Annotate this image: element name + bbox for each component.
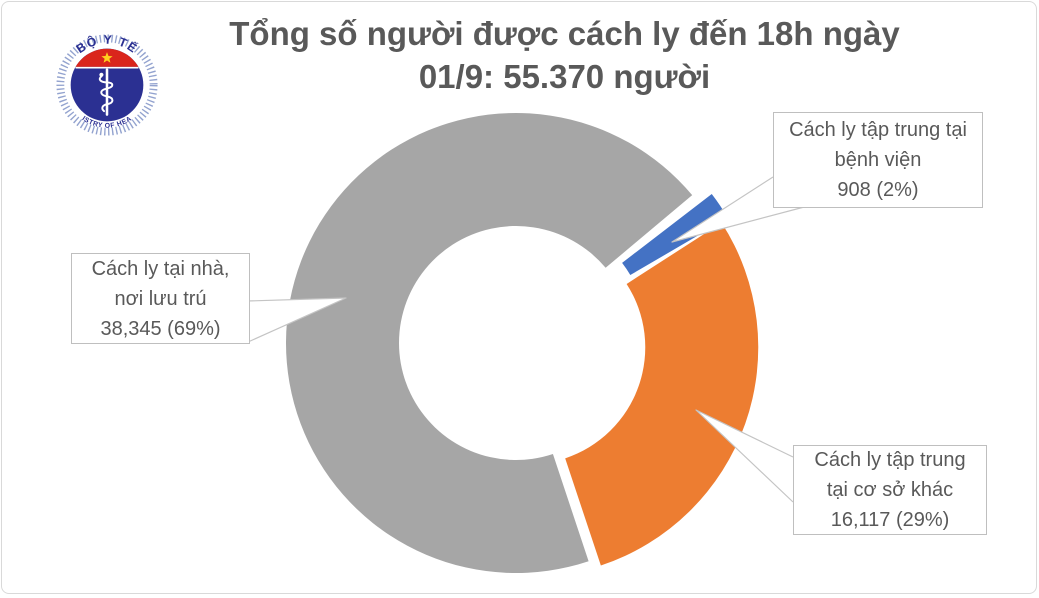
data-label-hospital-line1: Cách ly tập trung tại xyxy=(789,119,967,141)
logo-rod-of-asclepius-icon xyxy=(98,68,114,116)
chart-title-line2: 01/9: 55.370 người xyxy=(418,58,711,95)
data-label-home-line2: nơi lưu trú xyxy=(114,287,207,310)
data-label-other-line1: Cách ly tập trung xyxy=(814,449,966,471)
data-label-home-line1: Cách ly tại nhà, xyxy=(91,257,230,280)
data-label-hospital: Cách ly tập trung tại bệnh viện 908 (2%) xyxy=(773,112,983,208)
ministry-of-health-logo: BỘ Y TẾ MINISTRY OF HEALTH xyxy=(53,31,158,136)
callout-leader-other-facility xyxy=(695,409,794,503)
logo-star-icon xyxy=(101,52,113,63)
donut-slices xyxy=(285,112,759,573)
pie-slice-hospital xyxy=(622,194,728,276)
chart-title: Tổng số người được cách ly đến 18h ngày … xyxy=(90,12,1039,98)
data-label-home-value: 38,345 (69%) xyxy=(100,317,221,340)
pie-slice-home xyxy=(285,112,693,573)
data-label-other-value: 16,117 (29%) xyxy=(830,509,950,531)
pie-slice-other-facility xyxy=(565,222,759,566)
data-label-hospital-value: 908 (2%) xyxy=(837,179,919,201)
data-label-other-facility: Cách ly tập trung tại cơ sở khác 16,117 … xyxy=(793,445,987,535)
chart-title-line1: Tổng số người được cách ly đến 18h ngày xyxy=(229,15,900,52)
callout-leader-home xyxy=(247,297,347,343)
data-label-hospital-line2: bệnh viện xyxy=(834,149,922,171)
data-label-other-line2: tại cơ sở khác xyxy=(826,479,954,501)
data-label-home: Cách ly tại nhà, nơi lưu trú 38,345 (69%… xyxy=(71,253,250,344)
